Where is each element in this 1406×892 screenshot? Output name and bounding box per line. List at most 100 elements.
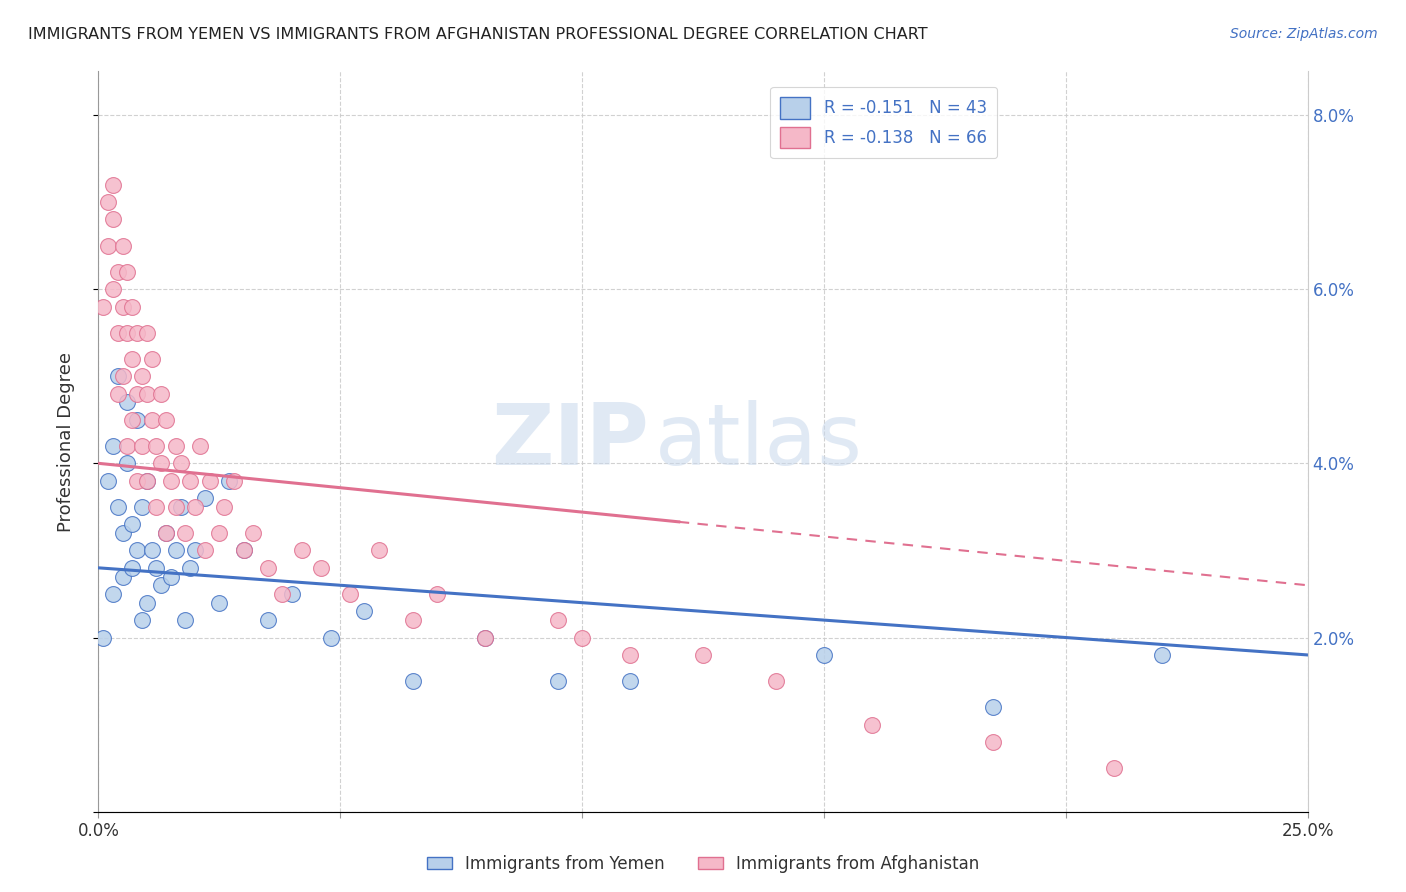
Point: [121, 351, 143, 366]
Point: [981, 700, 1004, 714]
Point: [765, 674, 787, 689]
Point: [160, 474, 183, 488]
Point: [121, 517, 143, 532]
Point: [402, 613, 425, 627]
Point: [117, 326, 139, 340]
Point: [135, 326, 157, 340]
Point: [127, 543, 149, 558]
Point: [165, 439, 187, 453]
Point: [107, 369, 129, 384]
Text: ZIP: ZIP: [491, 400, 648, 483]
Point: [222, 474, 245, 488]
Point: [165, 543, 187, 558]
Point: [256, 613, 278, 627]
Point: [198, 474, 221, 488]
Point: [813, 648, 835, 662]
Point: [127, 474, 149, 488]
Point: [131, 500, 153, 514]
Point: [107, 386, 129, 401]
Point: [131, 613, 153, 627]
Point: [547, 674, 569, 689]
Point: [101, 212, 124, 227]
Point: [860, 717, 883, 731]
Point: [188, 439, 211, 453]
Point: [619, 648, 641, 662]
Point: [368, 543, 391, 558]
Point: [426, 587, 449, 601]
Point: [194, 543, 217, 558]
Point: [111, 526, 134, 541]
Point: [111, 300, 134, 314]
Point: [155, 526, 177, 541]
Point: [174, 526, 197, 541]
Point: [145, 439, 167, 453]
Point: [111, 369, 134, 384]
Point: [150, 386, 173, 401]
Point: [101, 282, 124, 296]
Point: [127, 386, 149, 401]
Point: [208, 526, 231, 541]
Point: [692, 648, 714, 662]
Point: [135, 596, 157, 610]
Point: [135, 386, 157, 401]
Point: [256, 561, 278, 575]
Point: [160, 569, 183, 583]
Point: [117, 456, 139, 470]
Point: [1102, 761, 1125, 775]
Point: [121, 413, 143, 427]
Point: [339, 587, 361, 601]
Point: [981, 735, 1004, 749]
Y-axis label: Professional Degree: Professional Degree: [56, 351, 75, 532]
Point: [290, 543, 312, 558]
Point: [232, 543, 254, 558]
Point: [169, 500, 191, 514]
Point: [141, 543, 163, 558]
Point: [111, 238, 134, 252]
Point: [107, 500, 129, 514]
Point: [571, 631, 593, 645]
Point: [309, 561, 332, 575]
Point: [117, 395, 139, 409]
Point: [97, 194, 120, 209]
Point: [111, 569, 134, 583]
Point: [194, 491, 217, 505]
Point: [208, 596, 231, 610]
Point: [91, 631, 114, 645]
Point: [107, 326, 129, 340]
Point: [101, 439, 124, 453]
Point: [131, 439, 153, 453]
Point: [179, 474, 201, 488]
Point: [319, 631, 342, 645]
Point: [165, 500, 187, 514]
Point: [117, 265, 139, 279]
Point: [121, 561, 143, 575]
Point: [101, 178, 124, 192]
Point: [184, 500, 207, 514]
Point: [402, 674, 425, 689]
Point: [127, 326, 149, 340]
Point: [271, 587, 294, 601]
Point: [135, 474, 157, 488]
Point: [150, 456, 173, 470]
Point: [242, 526, 264, 541]
Point: [131, 369, 153, 384]
Point: [547, 613, 569, 627]
Point: [141, 413, 163, 427]
Point: [184, 543, 207, 558]
Point: [218, 474, 240, 488]
Text: Source: ZipAtlas.com: Source: ZipAtlas.com: [1230, 27, 1378, 41]
Point: [474, 631, 496, 645]
Point: [117, 439, 139, 453]
Point: [174, 613, 197, 627]
Point: [135, 474, 157, 488]
Point: [91, 300, 114, 314]
Point: [141, 351, 163, 366]
Point: [101, 587, 124, 601]
Point: [1152, 648, 1174, 662]
Point: [212, 500, 235, 514]
Point: [474, 631, 496, 645]
Point: [127, 413, 149, 427]
Legend: R = -0.151   N = 43, R = -0.138   N = 66: R = -0.151 N = 43, R = -0.138 N = 66: [770, 87, 997, 158]
Point: [121, 300, 143, 314]
Point: [107, 265, 129, 279]
